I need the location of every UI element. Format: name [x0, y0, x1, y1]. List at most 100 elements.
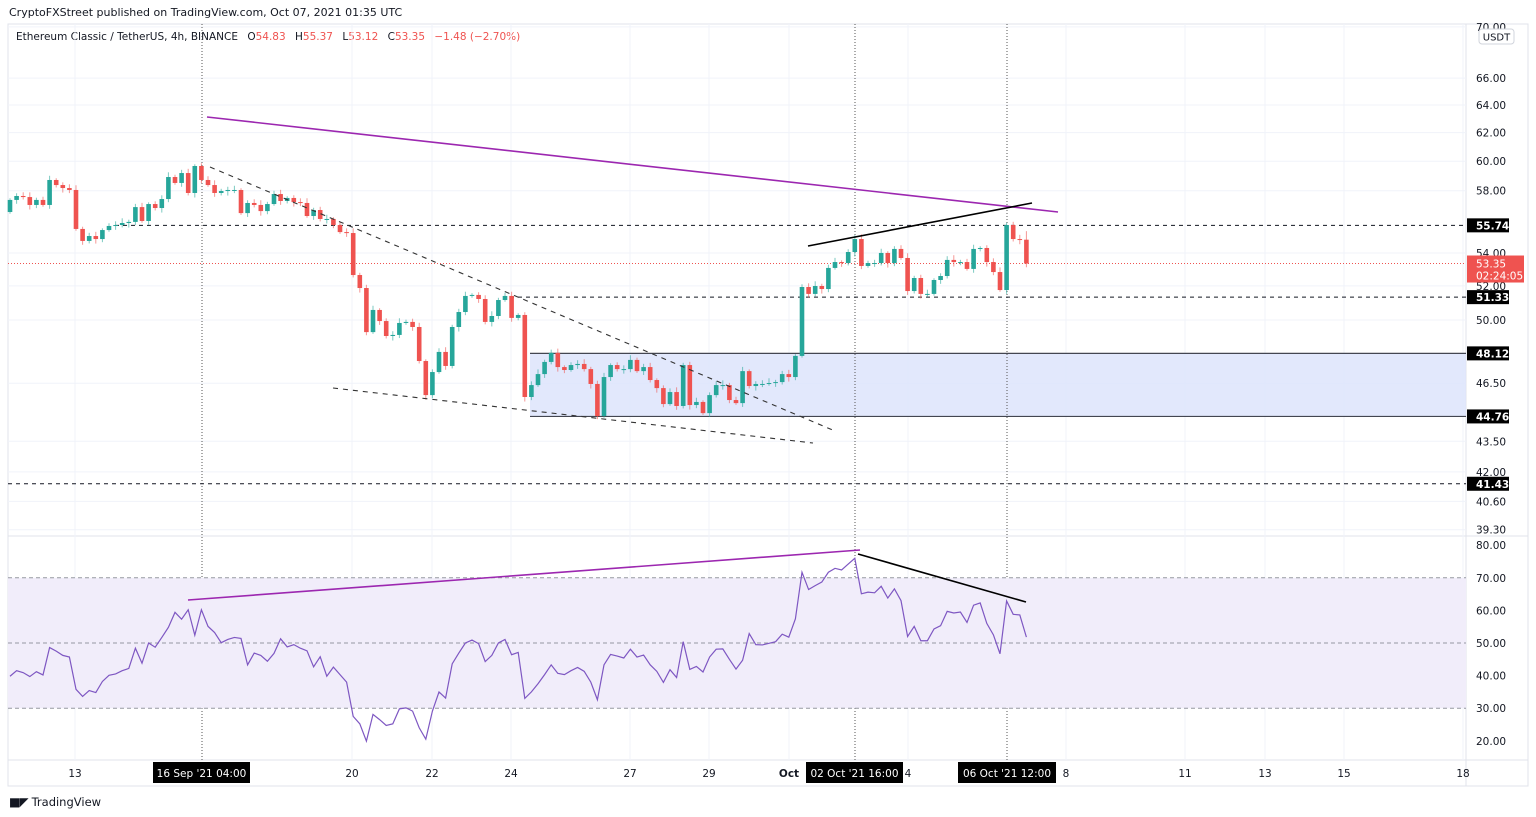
candle-body [489, 316, 495, 322]
price-tick-label: 64.00 [1476, 100, 1506, 112]
candle-body [126, 221, 132, 224]
candle [647, 362, 653, 383]
candle [958, 259, 963, 266]
time-tick-label: 15 [1337, 768, 1350, 780]
candle-body [357, 275, 363, 289]
candle-body [192, 166, 198, 193]
candle-body [575, 363, 580, 366]
candle-body [410, 321, 415, 327]
time-tick-label: 20 [345, 768, 358, 780]
candle [845, 249, 851, 266]
candle-body [67, 188, 72, 190]
candle-body [938, 276, 943, 280]
candle-body [753, 383, 759, 387]
wedge-lower-trendline[interactable] [332, 387, 814, 444]
candle [575, 360, 580, 369]
candle-body [245, 202, 250, 214]
candle [687, 361, 693, 410]
candle-body [27, 197, 33, 205]
drawings[interactable] [187, 116, 1059, 603]
candle-body [832, 262, 838, 268]
candle-body [647, 367, 653, 381]
candle-body [687, 365, 693, 406]
candle-body [225, 189, 231, 192]
candle-body [509, 295, 514, 318]
candle [212, 180, 217, 197]
rsi-tick-label: 70.00 [1476, 573, 1506, 585]
candle-body [139, 207, 145, 221]
candle [892, 246, 897, 267]
candle [991, 258, 996, 276]
candle [298, 198, 303, 207]
rsi-tick-label: 50.00 [1476, 638, 1506, 650]
candle [47, 175, 52, 209]
price-tick-label: 42.00 [1476, 467, 1506, 479]
candle [192, 164, 198, 198]
candle-body [654, 380, 660, 389]
time-tick-label: 13 [68, 768, 81, 780]
candle [449, 324, 455, 369]
low-label: L [342, 31, 349, 43]
candle-body [641, 367, 646, 372]
candle-body [1017, 239, 1023, 241]
candle-body [370, 309, 376, 333]
candle-body [812, 286, 818, 294]
candle-body [614, 365, 620, 370]
rsi-tick-label: 80.00 [1476, 540, 1506, 552]
candle-body [958, 262, 963, 264]
time-tick-label: 4 [905, 768, 912, 780]
candle-body [133, 207, 138, 222]
candle-body [344, 232, 349, 234]
candle-body [53, 179, 59, 186]
price-resistance-trendline[interactable] [206, 116, 1059, 213]
candle [113, 221, 118, 230]
crosshair-time-badge [806, 762, 903, 783]
candle-body [73, 189, 79, 229]
candle [403, 319, 409, 325]
candle [1010, 221, 1016, 242]
price-higher-highs-trendline[interactable] [807, 202, 1033, 247]
wedge-upper-trendline[interactable] [209, 166, 836, 432]
time-tick-label: Oct [779, 768, 799, 780]
candle-body [971, 248, 976, 269]
candle [324, 214, 330, 224]
candle [357, 272, 363, 293]
candle-body [179, 173, 184, 183]
candle [397, 318, 402, 339]
rsi-bearish-divergence-trendline[interactable] [857, 553, 1027, 603]
symbol-title[interactable]: Ethereum Classic / TetherUS, 4h, BINANCE [16, 31, 238, 43]
candle [799, 284, 805, 358]
rsi-higher-highs-trendline[interactable] [187, 549, 861, 601]
candle-body [311, 210, 316, 217]
level-badge-label: 44.76 [1476, 411, 1509, 423]
candle [694, 397, 699, 409]
candle-body [628, 359, 633, 370]
close-label: C [387, 31, 395, 43]
candle [502, 292, 508, 302]
tradingview-logo[interactable]: ■◤ TradingView [9, 795, 101, 809]
candle [614, 362, 620, 372]
candle [713, 381, 719, 398]
candle-body [251, 202, 257, 205]
candle-body [47, 179, 52, 205]
candle [661, 385, 666, 408]
rsi-tick-label: 60.00 [1476, 605, 1506, 617]
candle [938, 273, 943, 284]
candle [674, 387, 679, 410]
candle [344, 228, 349, 237]
level-badge [1467, 476, 1509, 491]
candle [793, 354, 798, 381]
candle-body [265, 204, 270, 212]
currency-badge[interactable]: USDT [1478, 28, 1515, 45]
level-badge-label: 55.74 [1476, 220, 1509, 232]
candle [931, 278, 937, 296]
candle-body [443, 351, 448, 366]
candle [740, 366, 745, 407]
rsi-line [9, 557, 1027, 744]
candle [786, 369, 792, 382]
time-tick-label: 29 [702, 768, 715, 780]
candle [608, 363, 613, 381]
axes[interactable]: 70.0066.0064.0062.0060.0058.0054.0052.00… [68, 22, 1524, 783]
candle-body [113, 225, 118, 227]
